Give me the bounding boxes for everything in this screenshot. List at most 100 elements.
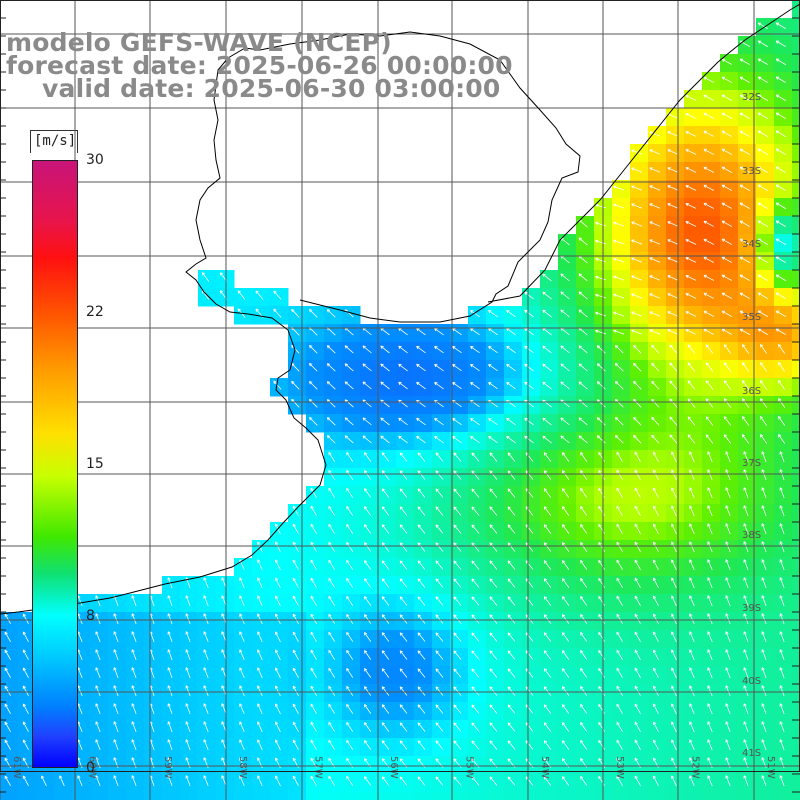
wind-arrow: [633, 380, 642, 390]
wind-arrow: [434, 418, 444, 426]
wind-arrow: [543, 722, 552, 732]
wind-arrow: [725, 451, 731, 463]
wind-speed-cell: [72, 792, 91, 800]
wind-arrow: [453, 632, 462, 642]
latitude-label: 38S: [742, 530, 761, 541]
wind-arrow: [561, 686, 570, 696]
wind-arrow: [634, 505, 641, 516]
wind-arrow: [689, 703, 695, 715]
wind-speed-cell: [792, 288, 800, 307]
wind-arrow: [561, 632, 570, 642]
wind-arrow: [614, 381, 624, 390]
wind-arrow: [725, 469, 731, 481]
wind-arrow: [417, 452, 426, 462]
wind-arrow: [471, 668, 480, 678]
wind-arrow: [362, 417, 372, 426]
wind-arrow: [328, 721, 336, 732]
wind-arrow: [275, 667, 281, 679]
wind-arrow: [399, 740, 408, 750]
wind-arrow: [167, 775, 173, 787]
wind-arrow: [761, 523, 767, 535]
wind-speed-cell: [432, 792, 451, 800]
longitude-label: 52W: [690, 756, 701, 779]
wind-arrow: [257, 613, 263, 625]
wind-arrow: [723, 416, 732, 426]
wind-arrow: [239, 649, 245, 661]
wind-arrow: [779, 487, 785, 499]
wind-arrow: [292, 685, 299, 696]
wind-arrow: [435, 524, 444, 534]
wind-arrow: [275, 703, 281, 715]
wind-arrow: [707, 541, 713, 553]
wind-arrow: [185, 595, 191, 607]
wind-arrow: [739, 94, 750, 101]
colorbar: [32, 160, 78, 768]
wind-speed-cell: [198, 792, 217, 800]
wind-arrow: [598, 559, 606, 570]
wind-arrow: [380, 363, 390, 372]
wind-arrow: [743, 577, 749, 589]
wind-arrow: [757, 40, 768, 47]
wind-speed-cell: [792, 774, 800, 793]
wind-arrow: [578, 417, 588, 426]
wind-arrow: [671, 703, 677, 715]
wind-arrow: [489, 506, 498, 516]
wind-arrow: [203, 667, 209, 679]
wind-arrow: [757, 94, 768, 101]
wind-arrow: [689, 559, 695, 571]
wind-arrow: [685, 185, 697, 191]
wind-arrow: [761, 505, 767, 517]
wind-arrow: [506, 345, 516, 354]
wind-speed-cell: [792, 162, 800, 181]
wind-arrow: [185, 667, 191, 679]
wind-speed-cell: [792, 36, 800, 55]
wind-arrow: [775, 220, 786, 227]
wind-arrow: [578, 381, 588, 390]
wind-arrow: [185, 721, 191, 733]
wind-speed-cell: [792, 180, 800, 199]
wind-arrow: [489, 470, 498, 480]
wind-arrow: [707, 667, 713, 679]
wind-arrow: [667, 149, 679, 155]
wind-arrow: [507, 632, 516, 642]
wind-speed-cell: [108, 792, 127, 800]
wind-arrow: [598, 739, 606, 750]
wind-arrow: [524, 309, 534, 318]
wind-arrow: [417, 740, 426, 750]
wind-arrow: [489, 488, 498, 498]
wind-arrow: [398, 363, 408, 372]
wind-arrow: [310, 559, 317, 570]
wind-arrow: [703, 148, 714, 155]
wind-arrow: [616, 703, 623, 715]
wind-arrow: [705, 344, 714, 354]
wind-arrow: [580, 686, 588, 696]
wind-arrow: [689, 505, 695, 517]
wind-arrow: [775, 148, 786, 155]
wind-speed-cell: [288, 792, 307, 800]
wind-arrow: [470, 310, 480, 318]
wind-speed-cell: [612, 792, 631, 800]
wind-arrow: [613, 275, 625, 281]
wind-arrow: [435, 488, 444, 498]
wind-arrow: [761, 721, 767, 733]
wind-arrow: [707, 487, 713, 499]
wind-speed-cell: [792, 738, 800, 757]
wind-arrow: [598, 631, 606, 642]
wind-arrow: [721, 256, 732, 263]
wind-arrow: [543, 686, 552, 696]
latitude-label: 39S: [742, 603, 761, 614]
wind-arrow: [507, 470, 516, 480]
wind-arrow: [743, 685, 749, 697]
wind-arrow: [725, 685, 731, 697]
wind-arrow: [652, 505, 659, 516]
wind-arrow: [471, 686, 480, 696]
wind-arrow: [757, 76, 768, 83]
wind-arrow: [775, 202, 786, 209]
wind-arrow: [4, 739, 11, 750]
wind-arrow: [417, 722, 426, 732]
wind-arrow: [616, 595, 623, 607]
wind-arrow: [257, 631, 263, 643]
wind-speed-cell: [792, 324, 800, 343]
wind-arrow: [381, 452, 390, 462]
wind-arrow: [669, 380, 678, 390]
